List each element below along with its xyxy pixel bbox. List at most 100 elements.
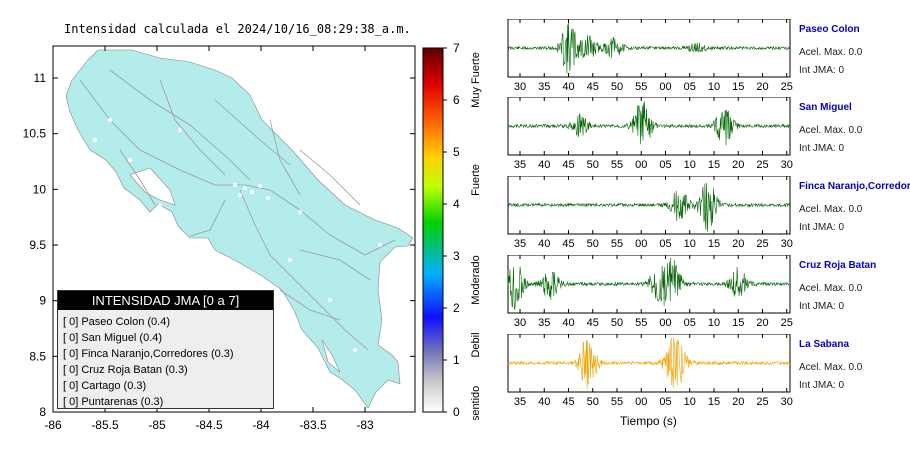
- waveform-trace: [507, 101, 791, 146]
- time-tick-label: 15: [708, 159, 720, 171]
- time-tick-label: 30: [781, 396, 793, 408]
- time-tick-label: 55: [635, 81, 647, 93]
- waveform-panel: 35 40 45 50 55 00 05 10 15 20 25 30: [507, 97, 793, 171]
- legend-header: INTENSIDAD JMA [0 a 7]: [58, 291, 273, 310]
- station-jma-intensity: Int JMA: 0: [799, 222, 845, 233]
- time-tick-label: 50: [611, 81, 623, 93]
- time-tick-label: 40: [538, 396, 550, 408]
- waveform-frame: [507, 176, 791, 235]
- time-tick-label: 20: [756, 317, 768, 329]
- time-tick-label: 05: [684, 81, 696, 93]
- time-tick-label: 05: [684, 317, 696, 329]
- time-tick-label: 10: [708, 317, 720, 329]
- time-tick-label: 50: [587, 238, 599, 250]
- time-tick-label: 50: [587, 159, 599, 171]
- station-jma-intensity: Int JMA: 0: [799, 143, 845, 154]
- time-tick-label: 45: [587, 317, 599, 329]
- time-tick-label: 40: [538, 159, 550, 171]
- station-jma-intensity: Int JMA: 0: [799, 65, 845, 76]
- colorbar-category-label: Debil: [470, 332, 482, 357]
- colorbar-gradient: [422, 47, 444, 413]
- time-tick-label: 20: [732, 238, 744, 250]
- lat-tick-label: 9: [39, 294, 46, 308]
- station-max-acceleration: Acel. Max. 0.0: [799, 204, 863, 215]
- station-name: Finca Naranjo,Corredores: [799, 181, 910, 192]
- station-max-acceleration: Acel. Max. 0.0: [799, 362, 863, 373]
- intensity-colorbar: 7 6 5 4 3 2 1 0 Muy Fuerte Fuerte Moderado Debil No…: [422, 41, 482, 420]
- time-tick-label: 05: [659, 238, 671, 250]
- time-axis-label: Tiempo (s): [620, 414, 677, 428]
- time-tick-label: 15: [732, 81, 744, 93]
- time-tick-label: 45: [562, 238, 574, 250]
- colorbar-tick-label: 1: [453, 353, 460, 367]
- time-tick-label: 40: [562, 81, 574, 93]
- time-tick-label: 55: [611, 238, 623, 250]
- colorbar-category-label: Muy Fuerte: [470, 52, 482, 108]
- lon-tick-label: -83: [356, 418, 374, 432]
- time-tick-label: 50: [587, 396, 599, 408]
- lat-tick-label: 8.5: [29, 349, 46, 363]
- time-tick-label: 55: [611, 159, 623, 171]
- time-tick-label: 10: [708, 81, 720, 93]
- time-tick-label: 40: [562, 317, 574, 329]
- time-tick-label: 30: [514, 81, 526, 93]
- station-jma-intensity: Int JMA: 0: [799, 380, 845, 391]
- time-tick-label: 25: [781, 81, 793, 93]
- colorbar-category-label: No sentido: [470, 386, 482, 420]
- lon-tick-label: -86: [44, 418, 62, 432]
- legend-row: [ 0] Puntarenas (0.3): [63, 396, 164, 408]
- intensity-legend: INTENSIDAD JMA [0 a 7] [ 0] Paseo Colon …: [57, 290, 274, 409]
- colorbar-tick-label: 7: [453, 41, 460, 55]
- lon-tick-label: -85.5: [91, 418, 119, 432]
- time-tick-label: 15: [732, 317, 744, 329]
- time-tick-label: 35: [514, 238, 526, 250]
- colorbar-tick-label: 0: [453, 405, 460, 419]
- station-max-acceleration: Acel. Max. 0.0: [799, 283, 863, 294]
- time-tick-label: 10: [684, 159, 696, 171]
- time-tick-label: 30: [781, 238, 793, 250]
- time-tick-label: 15: [708, 238, 720, 250]
- station-name: Paseo Colon: [799, 24, 860, 35]
- station-max-acceleration: Acel. Max. 0.0: [799, 47, 863, 58]
- time-tick-label: 00: [635, 159, 647, 171]
- golfo-dulce: [321, 339, 341, 373]
- time-tick-label: 05: [659, 159, 671, 171]
- time-tick-label: 30: [781, 159, 793, 171]
- time-tick-label: 55: [635, 317, 647, 329]
- waveform-trace: [507, 182, 791, 232]
- time-tick-label: 00: [635, 396, 647, 408]
- latitude-axis: 11 10.5 10 9.5 9 8.5 8: [23, 71, 415, 419]
- colorbar-tick-label: 4: [453, 197, 460, 211]
- time-tick-label: 40: [538, 238, 550, 250]
- colorbar-tick-label: 3: [453, 249, 460, 263]
- time-tick-label: 10: [684, 396, 696, 408]
- colorbar-category-label: Fuerte: [470, 164, 482, 196]
- time-tick-label: 10: [684, 238, 696, 250]
- time-tick-label: 30: [514, 317, 526, 329]
- time-tick-label: 20: [732, 159, 744, 171]
- station-name: La Sabana: [799, 339, 850, 350]
- lon-tick-label: -83.5: [299, 418, 327, 432]
- time-tick-label: 25: [756, 396, 768, 408]
- time-tick-label: 25: [756, 238, 768, 250]
- colorbar-tick-label: 2: [453, 301, 460, 315]
- waveform-panel: 35 40 45 50 55 00 05 10 15 20 25 30: [507, 176, 793, 250]
- station-name: Cruz Roja Batan: [799, 260, 877, 271]
- legend-row: [ 0] Cruz Roja Batan (0.3): [63, 364, 188, 376]
- time-tick-label: 35: [538, 81, 550, 93]
- waveform-trace: [507, 337, 791, 390]
- legend-row: [ 0] Cartago (0.3): [63, 380, 147, 392]
- time-tick-label: 35: [514, 396, 526, 408]
- legend-row: [ 0] Paseo Colon (0.4): [63, 316, 171, 328]
- waveform-panel: 30 35 40 45 50 55 00 05 10 15 20 25: [507, 19, 793, 93]
- lon-tick-label: -84: [252, 418, 270, 432]
- time-tick-label: 35: [514, 159, 526, 171]
- time-tick-label: 00: [659, 81, 671, 93]
- time-tick-label: 15: [708, 396, 720, 408]
- time-tick-label: 00: [635, 238, 647, 250]
- map-title: Intensidad calculada el 2024/10/16_08:29…: [64, 22, 411, 36]
- station-jma-intensity: Int JMA: 0: [799, 301, 845, 312]
- waveform-panel: 35 40 45 50 55 00 05 10 15 20 25 30: [507, 334, 793, 408]
- time-tick-label: 20: [756, 81, 768, 93]
- time-tick-label: 55: [611, 396, 623, 408]
